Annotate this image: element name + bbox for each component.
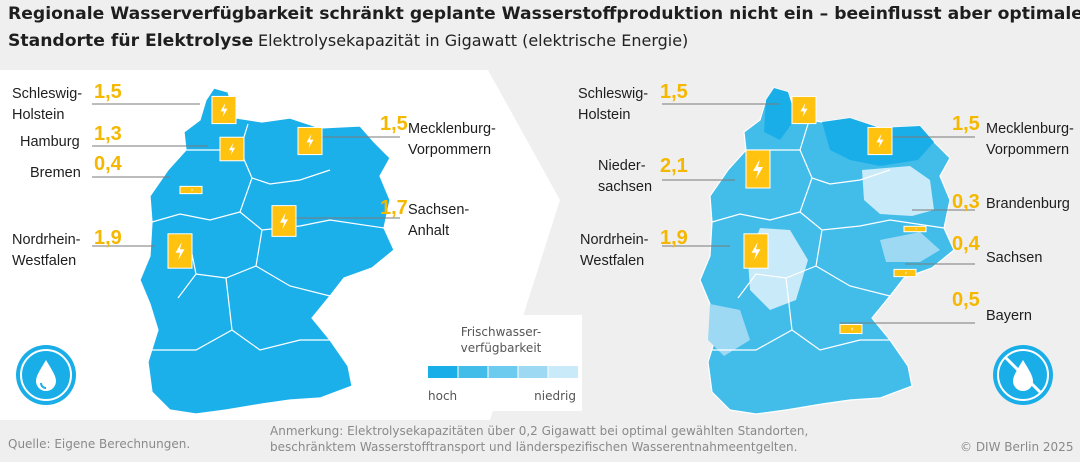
germany-outline-left [139,87,395,415]
capacity-marker [271,205,297,237]
capacity-marker [167,233,193,269]
copyright: © DIW Berlin 2025 [960,440,1074,454]
capacity-value-label: 0,3 [952,191,980,213]
region-label: Holstein [12,107,64,123]
legend-low-label: niedrig [534,389,576,403]
annotation-line2: beschränktem Wasserstofftransport und lä… [270,440,798,454]
legend-title-line2: verfügbarkeit [461,341,542,355]
region-label: Sachsen [986,250,1042,266]
region-label: Bremen [30,165,81,181]
lightning-icon [191,188,193,192]
lightning-icon [850,326,854,332]
capacity-marker [179,185,203,195]
leader-lines-right [662,103,975,324]
chart-subtitle: Elektrolysekapazität in Gigawatt (elektr… [258,31,689,50]
lightning-icon [905,271,907,275]
source-note: Quelle: Eigene Berechnungen. [8,437,191,451]
capacity-marker [211,95,237,125]
region-label: Bayern [986,308,1032,324]
capacity-value-label: 0,5 [952,289,980,311]
region-label: Brandenburg [986,196,1070,212]
capacity-marker [745,149,771,189]
lightning-icon [876,133,884,149]
capacity-marker [903,225,927,233]
capacity-marker [867,126,893,156]
lightning-icon [279,212,289,230]
capacity-marker [839,323,863,335]
capacity-marker [791,95,817,125]
capacity-value-label: 1,5 [660,81,688,103]
lightning-icon [915,227,917,231]
capacity-value-label: 0,4 [94,153,123,175]
chart-title-line1: Regionale Wasserverfügbarkeit schränkt g… [8,4,1080,24]
legend-high-label: hoch [428,389,457,403]
legend-swatch [518,366,548,378]
capacity-marker [219,136,245,162]
region-label: Westfalen [580,253,644,269]
region-label: Anhalt [408,223,449,239]
region-label: Nordrhein- [12,232,81,248]
legend-swatch [548,366,578,378]
lightning-icon [306,133,314,149]
region-label: Westfalen [12,253,76,269]
water-drop-icon [16,345,76,405]
capacity-value-label: 1,3 [94,123,122,145]
lightning-icon [228,142,236,156]
lightning-icon [175,241,185,261]
capacity-value-label: 1,7 [380,197,408,219]
capacity-value-label: 2,1 [660,155,688,177]
region-label: Nieder- [598,158,646,174]
capacity-markers [167,95,927,335]
legend-swatch [488,366,518,378]
capacity-marker [297,126,323,156]
region-label: Vorpommern [408,142,491,158]
capacity-value-label: 1,5 [952,113,980,135]
legend-title-line1: Frischwasser- [461,325,541,339]
map-left [139,87,395,415]
capacity-value-label: 1,5 [380,113,408,135]
capacity-value-label: 0,4 [952,233,981,255]
legend-swatch [428,366,458,378]
annotation-line1: Anmerkung: Elektrolysekapazitäten über 0… [270,424,809,438]
region-label: Holstein [578,107,630,123]
capacity-marker [743,233,769,269]
chart-title-line2: Standorte für Elektrolyse [8,31,254,51]
region-label: Vorpommern [986,142,1069,158]
region-label: Sachsen- [408,202,469,218]
legend: Frischwasser- verfügbarkeit hoch niedrig [420,315,582,411]
region-label: Mecklenburg- [408,121,496,137]
lightning-icon [751,241,761,261]
capacity-value-label: 1,9 [660,227,688,249]
region-label: sachsen [598,179,652,195]
capacity-marker [893,268,917,278]
region-label: Schleswig- [12,86,82,102]
lightning-icon [800,102,808,118]
capacity-value-label: 1,9 [94,227,122,249]
capacity-value-label: 1,5 [94,81,122,103]
no-water-drop-icon [993,345,1053,405]
region-label: Mecklenburg- [986,121,1074,137]
region-label: Hamburg [20,134,80,150]
lightning-icon [220,102,228,118]
region-label: Schleswig- [578,86,648,102]
region-labels: Schleswig- Holstein 1,5 Hamburg 1,3 Bremen 0,4… [12,81,1074,324]
legend-swatch [458,366,488,378]
region-label: Nordrhein- [580,232,649,248]
lightning-icon [753,159,763,179]
leader-lines-left [92,103,400,247]
